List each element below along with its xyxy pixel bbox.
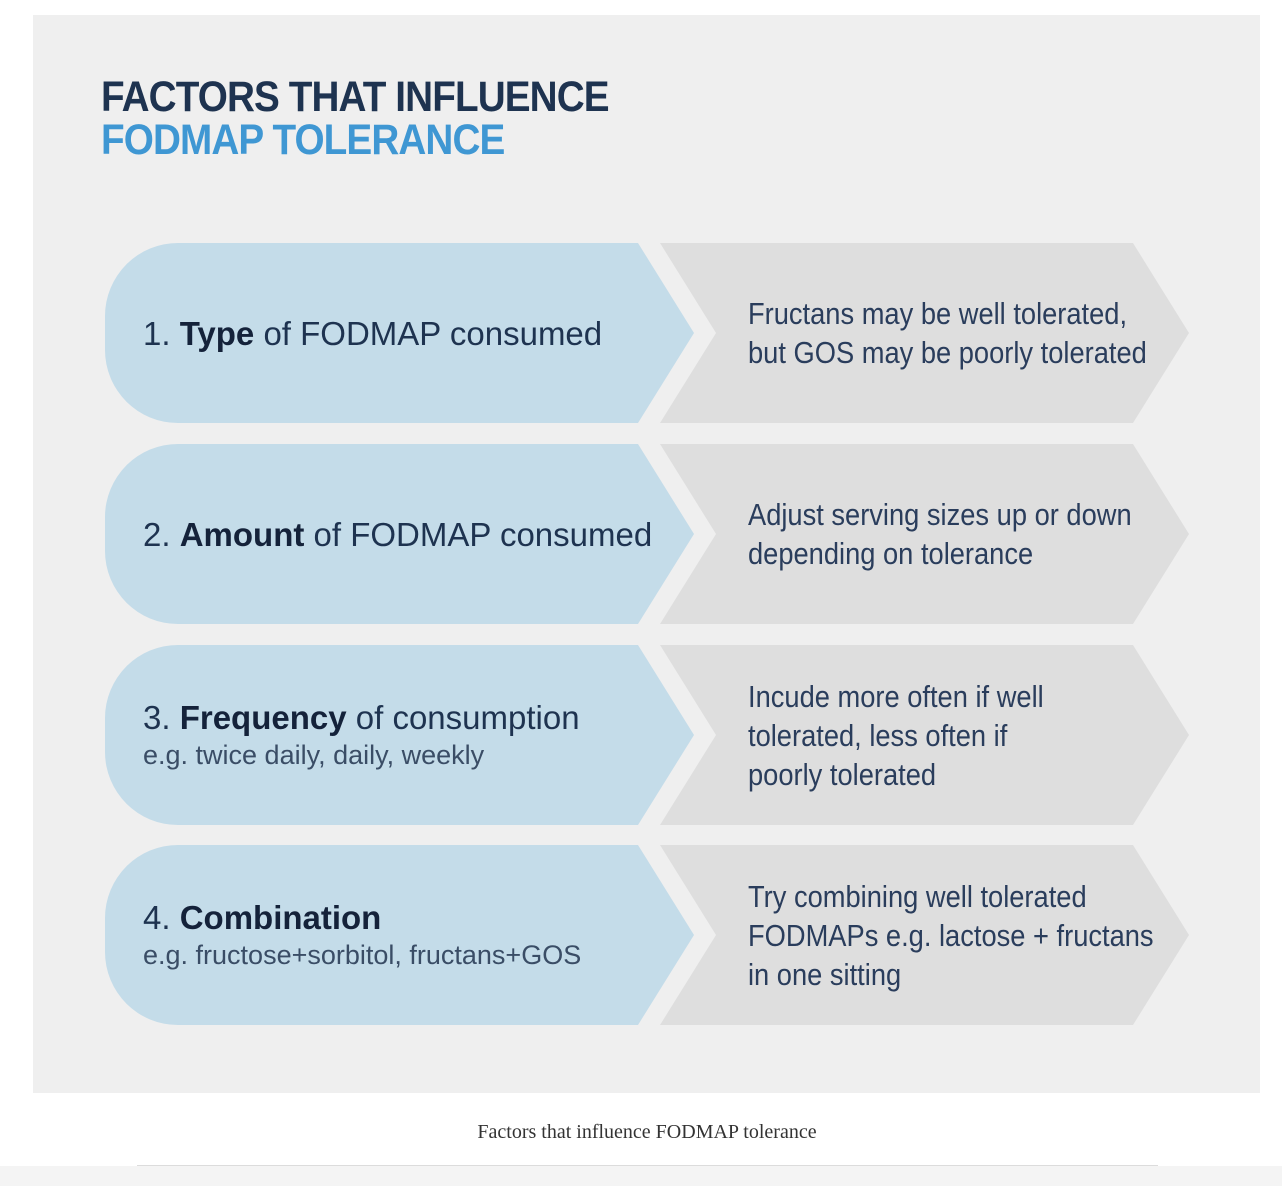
factor-label-shape [105,645,694,825]
factor-description-line: Incude more often if well [748,678,1044,714]
factor-description: Incude more often if well tolerated, less… [748,645,1148,825]
factor-label: 4. Combination e.g. fructose+sorbitol, fr… [143,845,633,1025]
title-line-2: FODMAP TOLERANCE [101,116,505,164]
factor-label-shape [105,845,694,1025]
factor-number: 2. [143,515,171,553]
factor-title: 4. Combination [143,898,633,937]
factor-description-line: poorly tolerated [748,756,937,792]
factor-description-line: Adjust serving sizes up or down [748,497,1132,532]
factor-keyword: Frequency [179,698,347,736]
factor-desc-shape [660,444,1189,624]
caption-divider [137,1165,1158,1166]
title-line-1: FACTORS THAT INFLUENCE [101,73,610,121]
factor-number: 3. [143,698,171,736]
factor-title: 3. Frequency of consumption [143,698,633,737]
factor-description-line: in one sitting [748,956,902,992]
factor-number: 4. [143,898,171,936]
factor-title: 2. Amount of FODMAP consumed [143,515,652,554]
factor-description: Fructans may be well tolerated, but GOS m… [748,243,1148,423]
factor-description-line: FODMAPs e.g. lactose + fructans [748,917,1154,953]
factor-description-line: depending on tolerance [748,536,1034,571]
factor-rest: of consumption [355,698,580,736]
page-bottom [0,1166,1282,1186]
factor-label: 1. Type of FODMAP consumed [143,243,633,423]
factor-keyword: Amount [179,515,305,553]
factor-title: 1. Type of FODMAP consumed [143,314,633,353]
factor-desc-shape [660,645,1189,825]
factor-example: e.g. fructose+sorbitol, fructans+GOS [143,939,582,970]
factor-label: 3. Frequency of consumption e.g. twice da… [143,645,633,825]
factor-description-line: Fructans may be well tolerated, [748,296,1128,331]
factor-label-shape [105,243,694,423]
factor-description-line: tolerated, less often if [748,717,1008,753]
infographic-title: FACTORS THAT INFLUENCE FODMAP TOLERANCE [101,76,665,162]
figure-caption: Factors that influence FODMAP tolerance [477,1121,817,1143]
factor-description: Try combining well tolerated FODMAPs e.g.… [748,845,1154,1025]
factor-keyword: Type [179,314,255,352]
factor-description-line: but GOS may be poorly tolerated [748,335,1147,370]
factor-example: e.g. twice daily, daily, weekly [143,739,485,770]
factor-desc-shape [660,243,1189,423]
factor-description: Adjust serving sizes up or down depending… [748,444,1148,624]
factor-rest: of FODMAP consumed [313,515,653,553]
factor-label: 2. Amount of FODMAP consumed [143,444,652,624]
factor-desc-shape [660,845,1189,1025]
factor-label-shape [105,444,694,624]
factor-rest: of FODMAP consumed [263,314,603,352]
factor-keyword: Combination [179,898,382,936]
factor-description-line: Try combining well tolerated [748,878,1087,914]
factor-number: 1. [143,314,171,352]
